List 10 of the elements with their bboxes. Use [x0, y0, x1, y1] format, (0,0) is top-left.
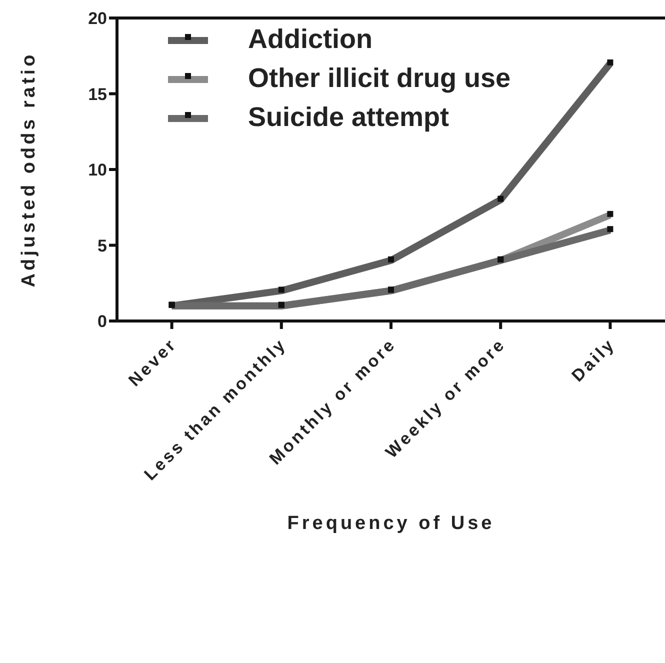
legend-label: Suicide attempt — [248, 102, 450, 133]
x-axis-title: Frequency of Use — [287, 513, 495, 534]
y-tick-label: 5 — [98, 236, 107, 256]
y-tick-label: 15 — [88, 84, 107, 104]
legend-label: Addiction — [248, 24, 372, 55]
y-tick-label: 10 — [88, 160, 107, 180]
y-axis-title: Adjusted odds ratio — [18, 52, 40, 288]
y-tick-label: 0 — [98, 312, 107, 332]
legend-label: Other illicit drug use — [248, 63, 511, 94]
y-tick-label: 20 — [88, 9, 107, 28]
